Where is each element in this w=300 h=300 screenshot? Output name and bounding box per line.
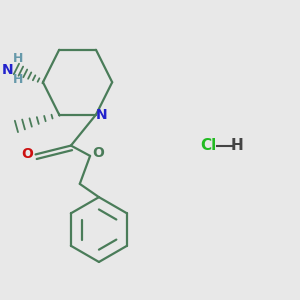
Text: O: O: [92, 146, 104, 160]
Text: H: H: [231, 138, 244, 153]
Text: N: N: [2, 63, 14, 77]
Text: H: H: [13, 52, 23, 65]
Text: Cl: Cl: [200, 138, 216, 153]
Text: H: H: [13, 73, 23, 86]
Text: N: N: [96, 108, 108, 122]
Text: O: O: [21, 147, 33, 161]
